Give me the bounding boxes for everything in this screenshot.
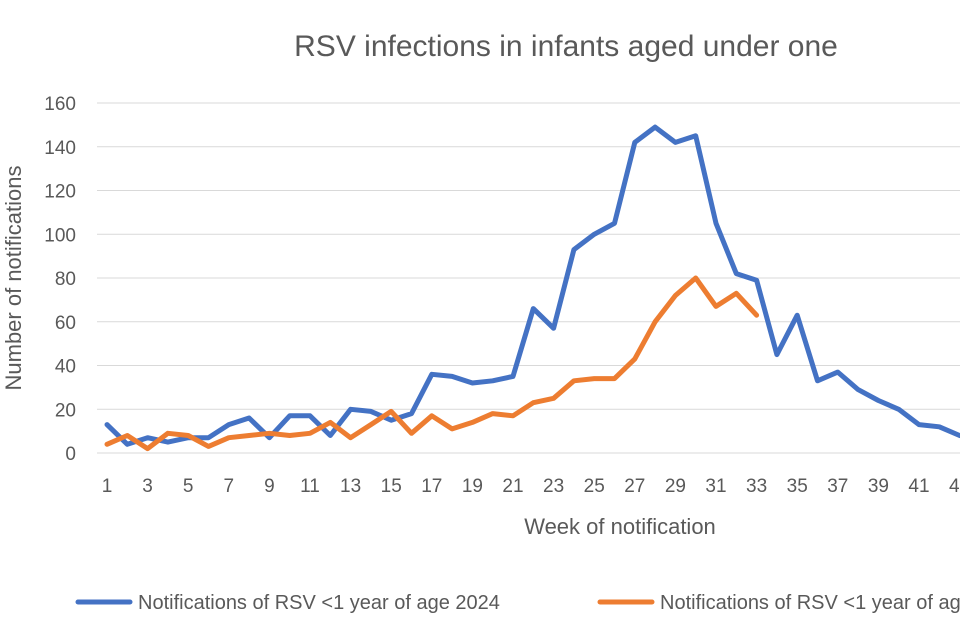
x-tick-label: 21 <box>502 476 523 497</box>
y-tick-label: 0 <box>65 444 76 465</box>
x-tick-label: 7 <box>224 476 235 497</box>
x-tick-label: 29 <box>665 476 686 497</box>
x-tick-label: 37 <box>827 476 848 497</box>
x-tick-label: 41 <box>908 476 929 497</box>
x-tick-label: 33 <box>746 476 767 497</box>
x-tick-label: 9 <box>264 476 275 497</box>
x-tick-label: 13 <box>340 476 361 497</box>
x-tick-label: 25 <box>584 476 605 497</box>
x-tick-label: 35 <box>787 476 808 497</box>
x-axis-ticks: 135791113151719212325272931333537394143 <box>102 476 960 497</box>
legend-label-1: Notifications of RSV <1 year of age 2024 <box>138 592 500 614</box>
y-tick-label: 120 <box>44 182 76 203</box>
x-tick-label: 3 <box>142 476 153 497</box>
x-axis-title: Week of notification <box>524 514 716 539</box>
x-tick-label: 5 <box>183 476 194 497</box>
y-tick-label: 100 <box>44 225 76 246</box>
y-tick-label: 20 <box>55 400 76 421</box>
series-line-1 <box>104 124 960 447</box>
series-line-2 <box>104 275 760 452</box>
x-tick-label: 31 <box>705 476 726 497</box>
x-tick-label: 17 <box>421 476 442 497</box>
y-axis-title: Number of notifications <box>1 166 26 391</box>
series-lines <box>104 124 960 452</box>
x-tick-label: 1 <box>102 476 113 497</box>
y-axis-ticks: 0 20 40 60 80 100 120 140 160 <box>44 94 76 465</box>
y-tick-label: 160 <box>44 94 76 115</box>
x-tick-label: 23 <box>543 476 564 497</box>
x-tick-label: 19 <box>462 476 483 497</box>
x-tick-label: 11 <box>300 476 320 497</box>
y-tick-label: 40 <box>55 357 76 378</box>
x-tick-label: 15 <box>381 476 402 497</box>
x-tick-label: 43 <box>949 476 960 497</box>
gridlines <box>97 102 960 454</box>
x-tick-label: 27 <box>624 476 645 497</box>
legend: Notifications of RSV <1 year of age 2024… <box>75 592 960 614</box>
y-tick-label: 80 <box>55 269 76 290</box>
y-tick-label: 60 <box>55 313 76 334</box>
chart-title: RSV infections in infants aged under one <box>294 30 838 63</box>
y-tick-label: 140 <box>44 138 76 159</box>
x-tick-label: 39 <box>868 476 889 497</box>
legend-label-2: Notifications of RSV <1 year of age 2023 <box>660 592 960 614</box>
